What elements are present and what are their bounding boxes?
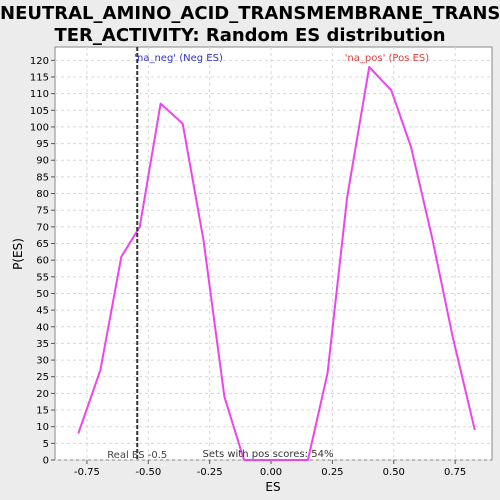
y-tick-label: 15 — [36, 406, 49, 417]
neg-es-annotation: 'na_neg' (Neg ES) — [134, 53, 223, 64]
pos-scores-annotation: Sets with pos scores: 54% — [203, 449, 334, 460]
x-tick-label: 0.50 — [383, 467, 405, 478]
x-tick-label: -0.75 — [74, 467, 100, 478]
chart-title-line-1: NEUTRAL_AMINO_ACID_TRANSMEMBRANE_TRANSPO… — [0, 3, 500, 24]
y-tick-label: 120 — [30, 56, 49, 67]
pos-es-annotation: 'na_pos' (Pos ES) — [345, 53, 430, 64]
y-tick-label: 40 — [36, 322, 49, 333]
y-tick-label: 60 — [36, 256, 49, 267]
y-tick-label: 35 — [36, 339, 49, 350]
y-tick-label: 50 — [36, 289, 49, 300]
x-tick-label: 0.75 — [444, 467, 466, 478]
series-line — [77, 66, 476, 461]
plot-background — [54, 46, 493, 461]
y-tick-label: 70 — [36, 222, 49, 233]
y-tick-label: 110 — [30, 89, 49, 100]
y-tick-label: 10 — [36, 422, 49, 433]
x-axis-label: ES — [265, 480, 280, 494]
y-tick-label: 45 — [36, 306, 49, 317]
x-tick-label: -0.50 — [135, 467, 161, 478]
y-tick-label: 25 — [36, 372, 49, 383]
y-tick-label: 5 — [43, 439, 49, 450]
y-tick-label: 100 — [30, 122, 49, 133]
y-tick-label: 95 — [36, 139, 49, 150]
x-tick-label: -0.25 — [197, 467, 223, 478]
annotation-layer: Real ES -0.5 'na_neg' (Neg ES) 'na_pos' (P… — [107, 47, 429, 461]
chart-title: NEUTRAL_AMINO_ACID_TRANSMEMBRANE_TRANSPO… — [0, 3, 500, 47]
series-layer — [77, 66, 476, 461]
x-tick-label: 0.25 — [321, 467, 343, 478]
y-tick-label: 55 — [36, 272, 49, 283]
chart-title-line-2: TER_ACTIVITY: Random ES distribution — [54, 25, 446, 46]
y-axis-ticks: 0 5 10 15 20 25 30 35 40 45 50 55 60 65 70 75 80 85 90 95 10… — [30, 56, 55, 467]
real-es-label: Real ES -0.5 — [107, 450, 167, 461]
y-tick-label: 85 — [36, 172, 49, 183]
y-axis-label: P(ES) — [11, 238, 25, 270]
grid — [55, 47, 492, 461]
y-tick-label: 80 — [36, 189, 49, 200]
y-tick-label: 115 — [30, 72, 49, 83]
y-tick-label: 20 — [36, 389, 49, 400]
y-tick-label: 65 — [36, 239, 49, 250]
x-axis-ticks: -0.75 -0.50 -0.25 0.00 0.25 0.50 0.75 — [74, 460, 466, 478]
x-tick-label: 0.00 — [260, 467, 282, 478]
y-tick-label: 75 — [36, 206, 49, 217]
y-tick-label: 90 — [36, 156, 49, 167]
y-tick-label: 0 — [43, 456, 49, 467]
y-tick-label: 105 — [30, 106, 49, 117]
y-tick-label: 30 — [36, 356, 49, 367]
